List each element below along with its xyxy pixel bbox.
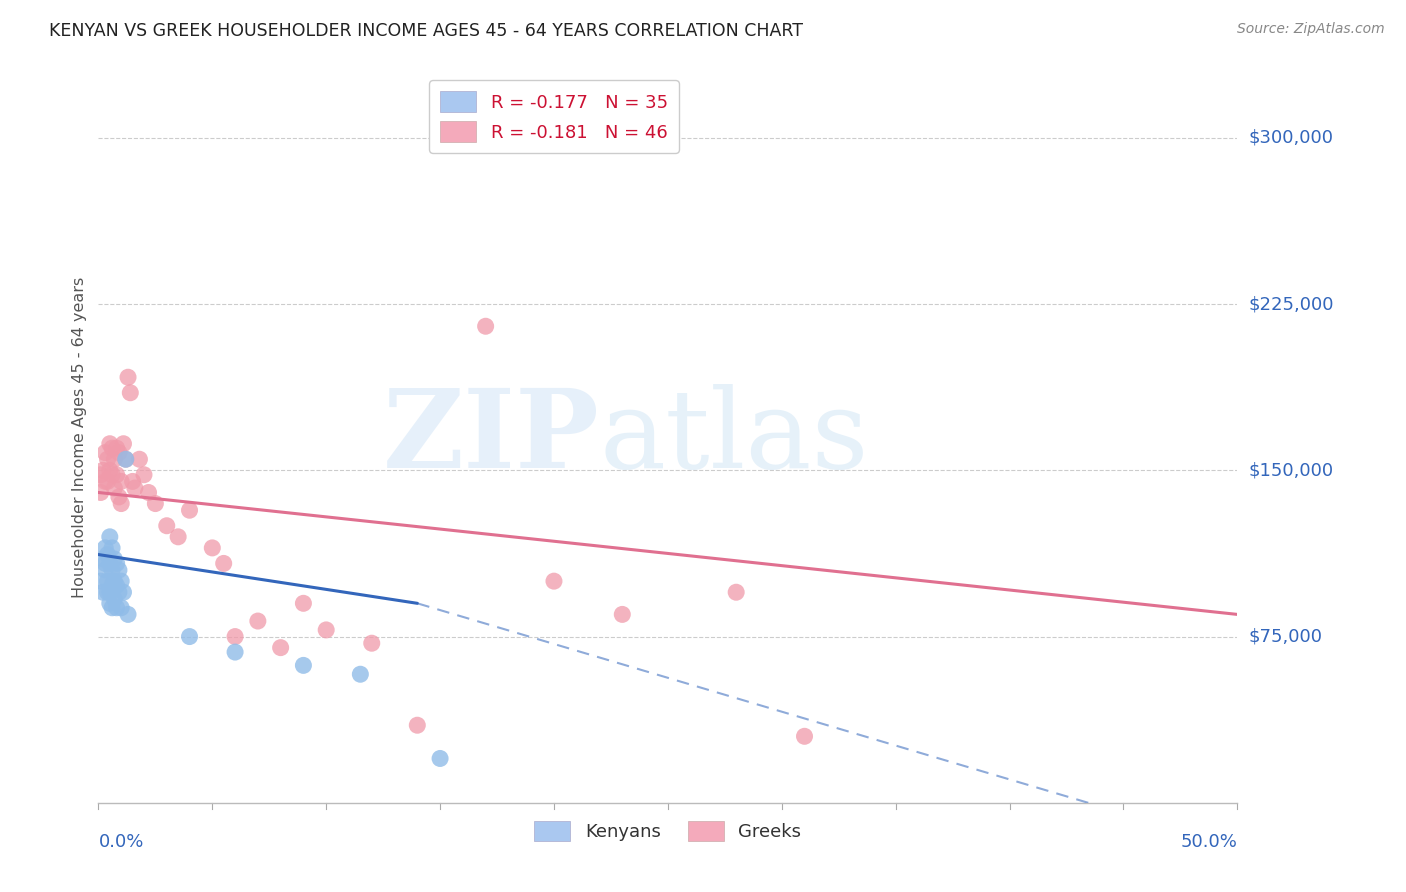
Point [94, 557, 117, 571]
Point [156, 518, 179, 533]
Point [179, 630, 201, 644]
Point [98, 557, 121, 571]
Point [94, 541, 117, 555]
Text: 0.0%: 0.0% [98, 833, 143, 851]
Point [112, 436, 135, 450]
Point [429, 751, 451, 765]
Point [114, 452, 136, 467]
Point [96, 475, 118, 489]
Point [110, 475, 132, 489]
Point [167, 530, 190, 544]
Point [103, 481, 125, 495]
Point [112, 585, 135, 599]
Text: KENYAN VS GREEK HOUSEHOLDER INCOME AGES 45 - 64 YEARS CORRELATION CHART: KENYAN VS GREEK HOUSEHOLDER INCOME AGES … [49, 22, 803, 40]
Point [179, 503, 201, 517]
Point [101, 563, 124, 577]
Point [105, 557, 128, 571]
Point [224, 645, 246, 659]
Text: $150,000: $150,000 [1249, 461, 1333, 479]
Point [117, 607, 139, 622]
Point [98, 530, 121, 544]
Point [110, 497, 132, 511]
Y-axis label: Householder Income Ages 45 - 64 years: Householder Income Ages 45 - 64 years [72, 277, 87, 598]
Point [315, 623, 337, 637]
Point [114, 452, 136, 467]
Point [96, 574, 118, 589]
Point [224, 630, 246, 644]
Point [246, 614, 269, 628]
Legend: Kenyans, Greeks: Kenyans, Greeks [527, 814, 808, 848]
Text: 50.0%: 50.0% [1181, 833, 1237, 851]
Point [94, 475, 117, 489]
Point [117, 370, 139, 384]
Point [98, 436, 121, 450]
Point [360, 636, 382, 650]
Text: ZIP: ZIP [382, 384, 599, 491]
Point [96, 548, 118, 562]
Point [212, 557, 235, 571]
Point [98, 596, 121, 610]
Point [121, 475, 143, 489]
Point [96, 585, 118, 599]
Point [90, 485, 112, 500]
Point [91, 585, 114, 599]
Point [349, 667, 371, 681]
Point [94, 445, 117, 459]
Text: Source: ZipAtlas.com: Source: ZipAtlas.com [1237, 22, 1385, 37]
Point [612, 607, 634, 622]
Point [270, 640, 292, 655]
Point [406, 718, 429, 732]
Point [101, 467, 124, 482]
Point [103, 552, 125, 566]
Point [201, 541, 224, 555]
Point [103, 591, 125, 606]
Point [120, 385, 142, 400]
Point [138, 485, 160, 500]
Point [124, 481, 146, 495]
Point [103, 452, 125, 467]
Point [90, 574, 112, 589]
Point [96, 452, 118, 467]
Point [108, 585, 131, 599]
Point [108, 445, 131, 459]
Point [110, 574, 132, 589]
Point [725, 585, 748, 599]
Point [108, 563, 131, 577]
Point [108, 490, 131, 504]
Point [101, 441, 124, 455]
Text: $75,000: $75,000 [1249, 628, 1323, 646]
Point [543, 574, 565, 589]
Point [105, 600, 128, 615]
Point [132, 467, 155, 482]
Point [793, 729, 815, 743]
Point [98, 585, 121, 599]
Point [101, 578, 124, 592]
Point [101, 600, 124, 615]
Text: $225,000: $225,000 [1249, 295, 1334, 313]
Point [145, 497, 167, 511]
Point [91, 463, 114, 477]
Point [101, 541, 124, 555]
Point [474, 319, 496, 334]
Point [105, 467, 128, 482]
Point [292, 596, 315, 610]
Point [292, 658, 315, 673]
Point [105, 441, 128, 455]
Text: $300,000: $300,000 [1249, 128, 1333, 147]
Point [128, 452, 150, 467]
Point [90, 467, 112, 482]
Point [91, 552, 114, 566]
Point [103, 574, 125, 589]
Point [94, 563, 117, 577]
Point [105, 578, 128, 592]
Point [98, 463, 121, 477]
Point [110, 600, 132, 615]
Text: atlas: atlas [599, 384, 869, 491]
